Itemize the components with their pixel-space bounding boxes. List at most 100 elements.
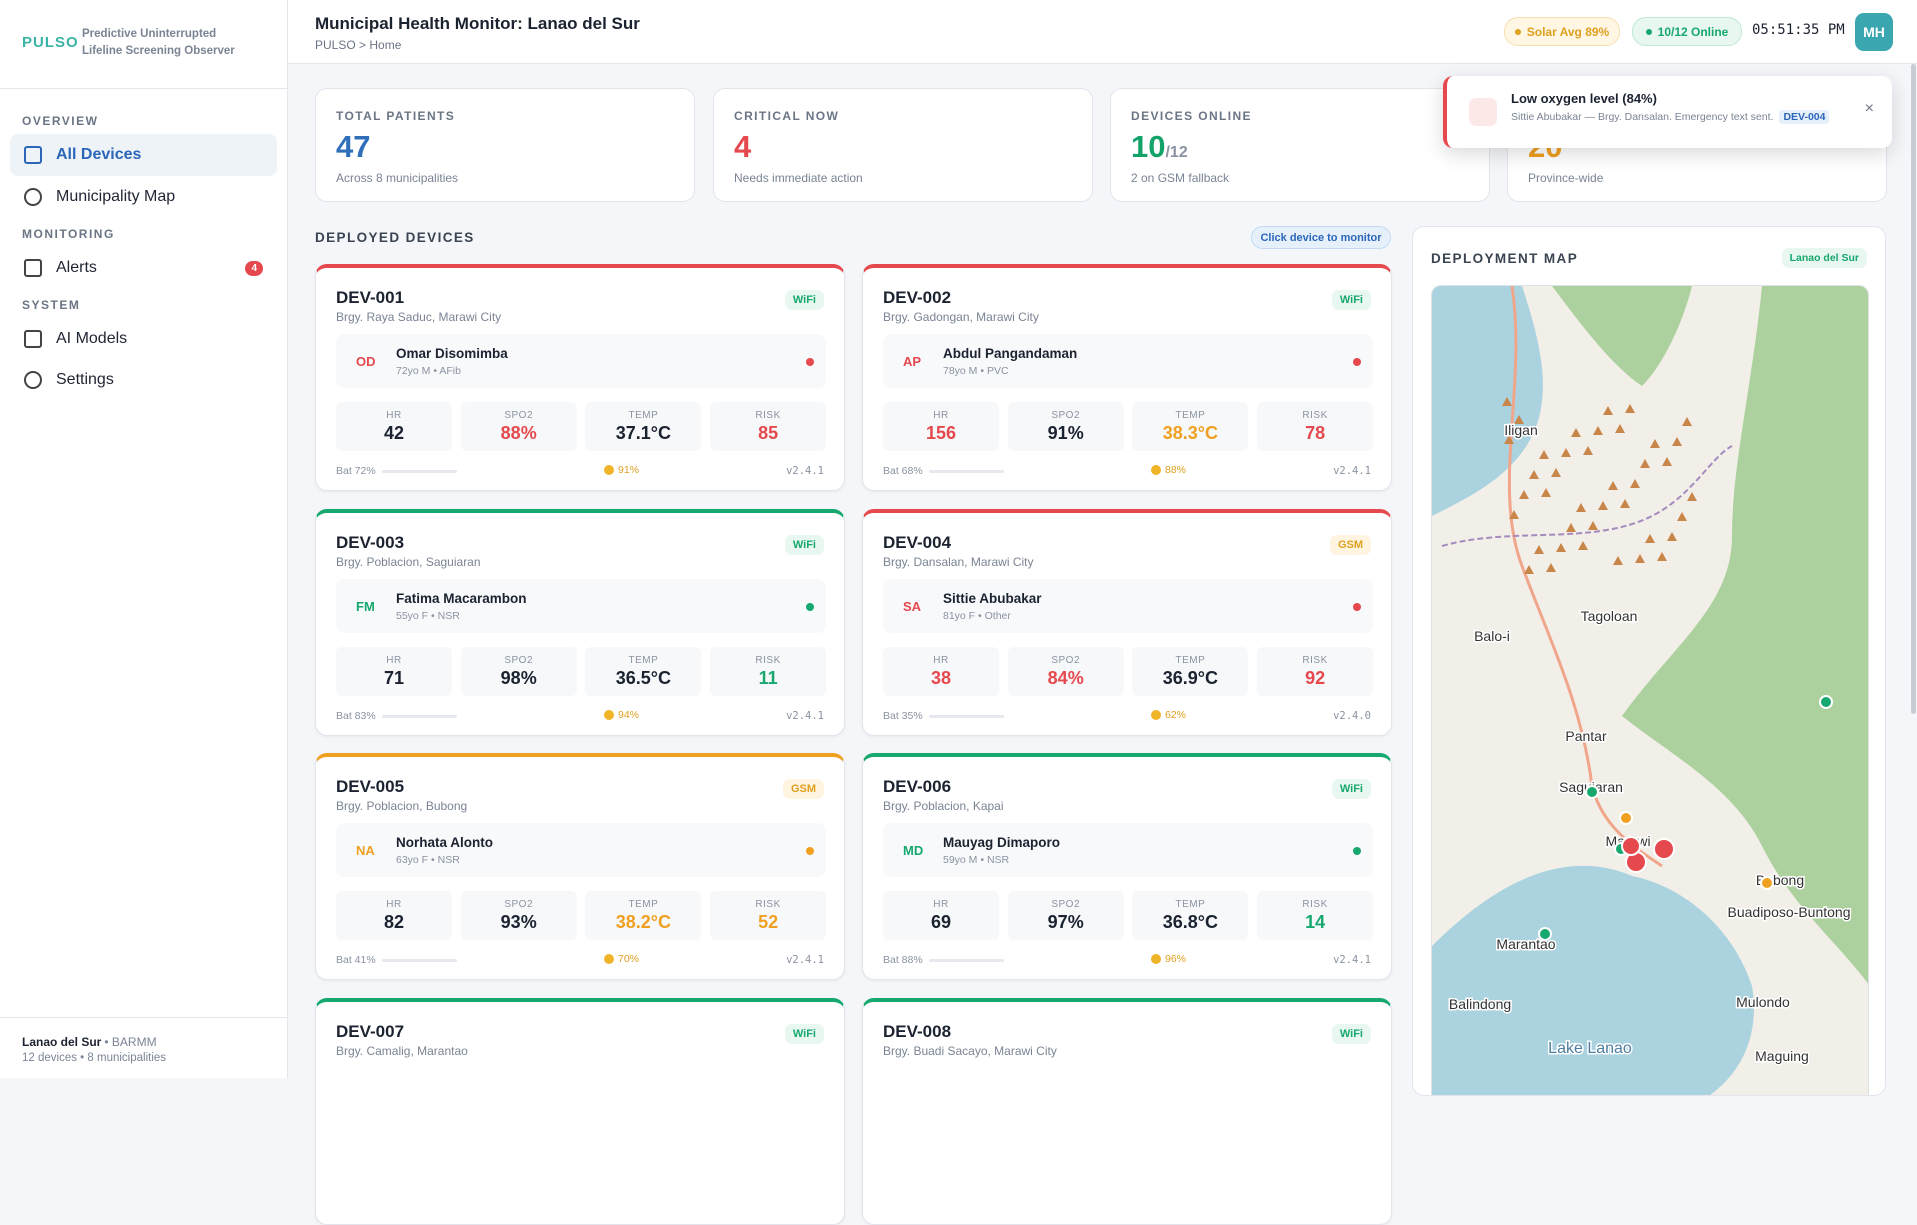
peak (1546, 563, 1556, 572)
device-card[interactable]: DEV-004 Brgy. Dansalan, Marawi City GSM SA S… (862, 509, 1392, 736)
metric-box: RISK 85 (710, 402, 827, 451)
metric-value: 88% (500, 423, 537, 443)
hint-button[interactable]: Click device to monitor (1251, 226, 1391, 249)
road (1507, 286, 1663, 868)
nav-icon (24, 330, 42, 348)
tagline: Predictive Uninterrupted (82, 28, 217, 40)
device-card[interactable]: DEV-003 Brgy. Poblacion, Saguiaran WiFi FM F… (315, 509, 845, 736)
battery-track (382, 470, 457, 473)
firmware: v2.4.1 (786, 954, 824, 966)
metric-box: HR 42 (336, 402, 452, 451)
metric-value: 36.5°C (615, 668, 671, 688)
peak (1598, 501, 1608, 510)
section-title: DEPLOYED DEVICES (315, 230, 475, 245)
patient-name: Omar Disomimba (396, 346, 508, 361)
nav-item[interactable]: AI Models (10, 318, 277, 360)
peak (1519, 490, 1529, 499)
metric-label: SPO2 (504, 899, 534, 910)
status-dot (1353, 358, 1361, 366)
metric-value: 69 (930, 912, 952, 932)
status-dot (1514, 28, 1521, 35)
nav-label: Settings (56, 371, 114, 388)
device-id: DEV-002 (883, 288, 952, 307)
metric-box: HR 69 (883, 891, 999, 940)
metric-label: SPO2 (504, 410, 534, 421)
nav-item[interactable]: Alerts 4 (10, 247, 277, 289)
device-card[interactable]: DEV-002 Brgy. Gadongan, Marawi City WiFi AP… (862, 264, 1392, 491)
metric-value: 78 (1305, 423, 1326, 443)
stat-card: TOTAL PATIENTS 47 Across 8 municipalities (315, 88, 695, 202)
stat-label: DEVICES ONLINE (1131, 109, 1252, 123)
stat-number: 4 (734, 129, 752, 164)
peak (1650, 439, 1660, 448)
device-marker (1621, 836, 1641, 856)
solar: 91% (604, 464, 639, 476)
divider (0, 1017, 288, 1018)
device-location: Brgy. Poblacion, Bubong (336, 799, 468, 813)
metric-box: TEMP 36.5°C (585, 647, 702, 696)
conn-badge: WiFi (1331, 1024, 1371, 1044)
toast-text: Sittie Abubakar — Brgy. Dansalan. Emerge… (1511, 109, 1841, 125)
stat-label: TOTAL PATIENTS (336, 109, 456, 123)
toast-message: Sittie Abubakar — Brgy. Dansalan. Emerge… (1511, 111, 1774, 123)
battery-label: Bat 88% (883, 954, 923, 966)
place-label: Maguing (1755, 1048, 1809, 1064)
device-marker (1653, 838, 1675, 860)
device-card[interactable]: DEV-008 Brgy. Buadi Sacayo, Marawi City Wi… (862, 998, 1392, 1225)
metric-label: HR (386, 655, 402, 666)
nav-item[interactable]: All Devices (10, 134, 277, 176)
peak (1645, 534, 1655, 543)
nav-icon (24, 259, 42, 277)
metric-value: 156 (925, 423, 957, 443)
status-dot (1353, 603, 1361, 611)
solar: 62% (1151, 709, 1186, 721)
metric-label: TEMP (1175, 410, 1206, 421)
metric-box: HR 38 (883, 647, 999, 696)
solar-value: 94% (618, 709, 640, 721)
device-card[interactable]: DEV-001 Brgy. Raya Saduc, Marawi City WiFi… (315, 264, 845, 491)
solar: 70% (604, 953, 639, 965)
stat-unit: /12 (1165, 144, 1188, 161)
nav-item[interactable]: Settings (10, 359, 277, 401)
nav-label: All Devices (56, 146, 142, 163)
nav-section: MONITORING (22, 227, 115, 241)
device-id: DEV-003 (336, 533, 405, 552)
nav-section: OVERVIEW (22, 114, 99, 128)
patient-initials: NA (356, 843, 375, 858)
solar-value: 91% (618, 464, 640, 476)
peak (1529, 470, 1539, 479)
solar: 94% (604, 709, 639, 721)
conn-badge: WiFi (784, 290, 824, 310)
device-card[interactable]: DEV-006 Brgy. Poblacion, Kapai WiFi MD Mauya… (862, 753, 1392, 980)
device-card[interactable]: DEV-005 Brgy. Poblacion, Bubong GSM NA Norha… (315, 753, 845, 980)
battery-track (382, 715, 457, 718)
footer-line: Lanao del Sur • BARMM (22, 1035, 157, 1049)
stat-number: 47 (336, 129, 371, 164)
battery-label: Bat 68% (883, 465, 923, 477)
metric-box: HR 71 (336, 647, 452, 696)
device-marker (1819, 695, 1833, 709)
patient-box: SA Sittie Abubakar 81yo F • Other (883, 579, 1373, 633)
device-card[interactable]: DEV-007 Brgy. Camalig, Marantao WiFi (315, 998, 845, 1225)
battery-label: Bat 41% (336, 954, 376, 966)
device-location: Brgy. Poblacion, Saguiaran (336, 555, 481, 569)
toast-close[interactable]: × (1864, 100, 1874, 117)
nav-label: AI Models (56, 330, 128, 347)
peak (1615, 424, 1625, 433)
nav-icon (24, 188, 42, 206)
status-dot (806, 847, 814, 855)
nav-item[interactable]: Municipality Map (10, 176, 277, 218)
solar-icon (1151, 465, 1161, 475)
metric-box: HR 82 (336, 891, 452, 940)
battery-label: Bat 35% (883, 710, 923, 722)
device-location: Brgy. Camalig, Marantao (336, 1044, 468, 1058)
clock: 05:51:35 PM (1752, 22, 1845, 38)
breadcrumb: PULSO > Home (315, 38, 402, 52)
patient-box: NA Norhata Alonto 63yo F • NSR (336, 823, 826, 877)
peak (1677, 512, 1687, 521)
nav-section: SYSTEM (22, 298, 81, 312)
patient-name: Norhata Alonto (396, 835, 493, 850)
metric-value: 71 (383, 668, 405, 688)
metric-label: RISK (1302, 410, 1328, 421)
patient-meta: 63yo F • NSR (396, 854, 460, 866)
